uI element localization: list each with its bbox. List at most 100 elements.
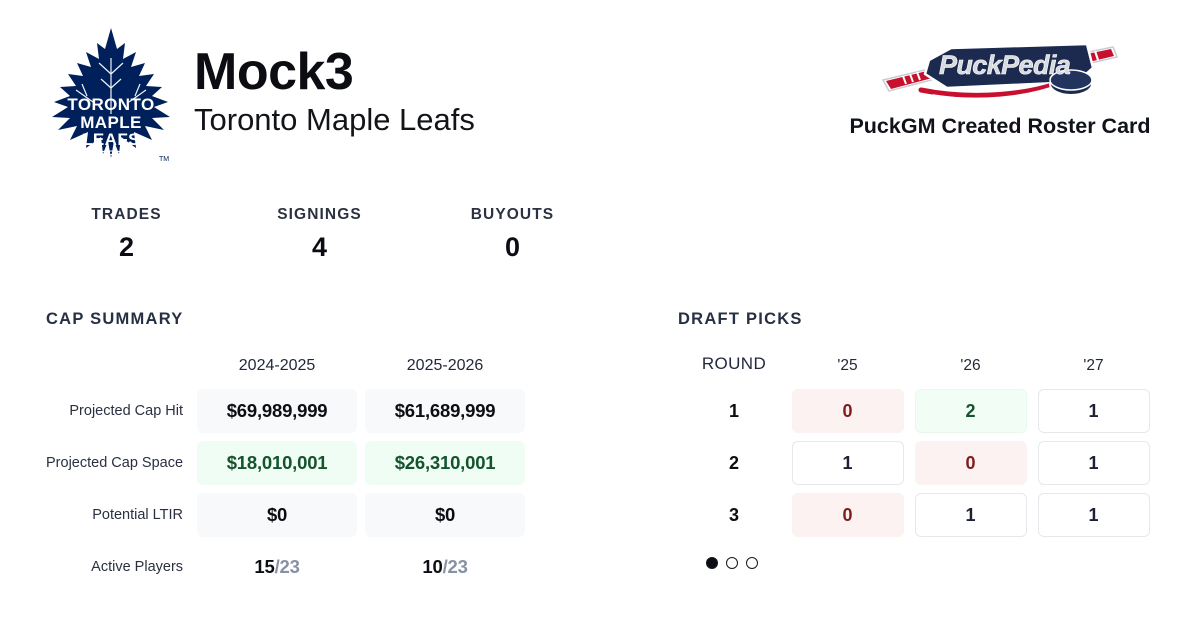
team-name: Toronto Maple Leafs <box>194 102 475 138</box>
draft-year-header-27: '27 <box>1083 357 1104 374</box>
draft-cell-r1-27: 1 <box>1036 385 1151 437</box>
draft-round-3-label: 3 <box>728 504 739 525</box>
cap-column-header-1: 2025-2026 <box>406 357 484 374</box>
draft-cell-r2-27: 1 <box>1036 437 1151 489</box>
draft-cell-r2-25: 1 <box>790 437 905 489</box>
draft-cell-r1-26: 2 <box>913 385 1028 437</box>
stat-signings-label: SIGNINGS <box>277 206 362 223</box>
draft-cell-r2-26: 0 <box>913 437 1028 489</box>
cap-row-label-cap-hit: Projected Cap Hit <box>69 403 184 419</box>
draft-value-r1-25: 0 <box>791 389 904 433</box>
stat-trades-label: TRADES <box>91 206 162 223</box>
pagination-dot-2[interactable] <box>726 557 738 569</box>
stat-trades: TRADES 2 <box>30 206 223 263</box>
team-text-block: Mock3 Toronto Maple Leafs <box>194 46 475 140</box>
cap-value-space-2025: $26,310,001 <box>365 441 526 485</box>
pagination-dot-1[interactable] <box>706 557 718 569</box>
draft-cell-r3-26: 1 <box>913 489 1028 541</box>
team-identity: TORONTO MAPLE LEAFS TM Mock3 Toronto Map… <box>46 22 475 164</box>
cap-value-ltir-2024: $0 <box>197 493 358 537</box>
svg-text:PuckPedia: PuckPedia <box>939 50 1071 80</box>
puckpedia-logo-icon: PuckPedia <box>881 38 1119 106</box>
page-title: Mock3 <box>194 43 354 102</box>
toronto-maple-leafs-logo-icon: TORONTO MAPLE LEAFS TM <box>46 22 176 164</box>
cap-cell-space-2025: $26,310,001 <box>365 437 526 489</box>
draft-cell-spacer <box>1028 437 1036 489</box>
draft-value-r3-26: 1 <box>914 493 1027 537</box>
table-row: 3 0 1 1 <box>678 489 1151 541</box>
active-players-count-2024: 15 <box>254 556 275 577</box>
stat-trades-value: 2 <box>118 232 135 262</box>
cap-cell-ltir-2025: $0 <box>365 489 526 541</box>
cap-cell-spacer <box>357 385 365 437</box>
draft-cell-r3-25: 0 <box>790 489 905 541</box>
cap-value-space-2024: $18,010,001 <box>197 441 358 485</box>
stat-buyouts: BUYOUTS 0 <box>416 206 609 263</box>
cap-corner-cell <box>46 347 197 385</box>
cap-value-ltir-2025: $0 <box>365 493 526 537</box>
svg-text:LEAFS: LEAFS <box>82 130 140 149</box>
cap-row-label-active-players: Active Players <box>91 559 184 575</box>
cap-cell-spacer <box>357 541 365 593</box>
draft-cell-spacer <box>905 385 913 437</box>
active-players-limit-2025: /23 <box>442 556 468 577</box>
table-row: Active Players 15/23 10/23 <box>46 541 525 593</box>
draft-picks-panel: DRAFT PICKS ROUND '25 '26 '27 1 0 2 <box>678 310 1158 569</box>
draft-cell-spacer <box>1028 385 1036 437</box>
draft-cell-r3-27: 1 <box>1036 489 1151 541</box>
svg-text:MAPLE: MAPLE <box>80 113 142 132</box>
draft-column-spacer <box>905 347 913 385</box>
cap-row-label-ltir: Potential LTIR <box>92 507 184 523</box>
table-row: 1 0 2 1 <box>678 385 1151 437</box>
cap-value-active-2024: 15/23 <box>197 545 357 589</box>
draft-pagination[interactable] <box>706 557 1158 569</box>
table-row: Projected Cap Hit $69,989,999 $61,689,99… <box>46 385 526 437</box>
cap-column-spacer <box>357 347 365 385</box>
draft-value-r3-27: 1 <box>1037 493 1150 537</box>
cap-summary-title: CAP SUMMARY <box>46 310 184 328</box>
draft-value-r2-25: 1 <box>791 441 904 485</box>
cap-summary-table: 2024-2025 2025-2026 Projected Cap Hit $6… <box>46 347 526 593</box>
draft-round-1-label: 1 <box>728 400 739 421</box>
stat-signings-value: 4 <box>311 232 328 262</box>
cap-summary-header-row: 2024-2025 2025-2026 <box>46 347 525 385</box>
cap-row-label-cap-space: Projected Cap Space <box>46 455 184 471</box>
draft-cell-spacer <box>1028 489 1036 541</box>
table-row: Potential LTIR $0 $0 <box>46 489 526 541</box>
draft-value-r2-27: 1 <box>1037 441 1150 485</box>
active-players-count-2025: 10 <box>422 556 443 577</box>
draft-cell-r1-25: 0 <box>790 385 905 437</box>
draft-column-spacer <box>1028 347 1036 385</box>
table-row: 2 1 0 1 <box>678 437 1151 489</box>
draft-year-header-26: '26 <box>960 357 981 374</box>
draft-year-header-25: '25 <box>837 357 858 374</box>
cap-cell-spacer <box>357 437 365 489</box>
draft-value-r1-27: 1 <box>1037 389 1150 433</box>
draft-picks-table: ROUND '25 '26 '27 1 0 2 1 <box>678 347 1151 541</box>
draft-value-r2-26: 0 <box>914 441 1027 485</box>
summary-stats: TRADES 2 SIGNINGS 4 BUYOUTS 0 <box>30 206 610 263</box>
draft-header-row: ROUND '25 '26 '27 <box>678 347 1151 385</box>
cap-summary-panel: CAP SUMMARY 2024-2025 2025-2026 Projecte… <box>46 310 546 593</box>
cap-value-hit-2025: $61,689,999 <box>365 389 526 433</box>
cap-cell-hit-2025: $61,689,999 <box>365 385 526 437</box>
cap-value-active-2025: 10/23 <box>365 545 525 589</box>
cap-column-header-0: 2024-2025 <box>238 357 316 374</box>
draft-cell-spacer <box>905 489 913 541</box>
svg-text:TM: TM <box>159 156 169 163</box>
cap-cell-space-2024: $18,010,001 <box>197 437 358 489</box>
draft-cell-spacer <box>905 437 913 489</box>
brand-caption: PuckGM Created Roster Card <box>849 114 1151 138</box>
stat-buyouts-label: BUYOUTS <box>470 206 555 223</box>
draft-value-r1-26: 2 <box>914 389 1027 433</box>
active-players-limit-2024: /23 <box>274 556 300 577</box>
cap-cell-spacer <box>357 489 365 541</box>
cap-cell-hit-2024: $69,989,999 <box>197 385 358 437</box>
cap-value-hit-2024: $69,989,999 <box>197 389 358 433</box>
draft-picks-title: DRAFT PICKS <box>678 310 803 328</box>
pagination-dot-3[interactable] <box>746 557 758 569</box>
table-row: Projected Cap Space $18,010,001 $26,310,… <box>46 437 526 489</box>
stat-signings: SIGNINGS 4 <box>223 206 416 263</box>
svg-text:TORONTO: TORONTO <box>67 95 154 114</box>
